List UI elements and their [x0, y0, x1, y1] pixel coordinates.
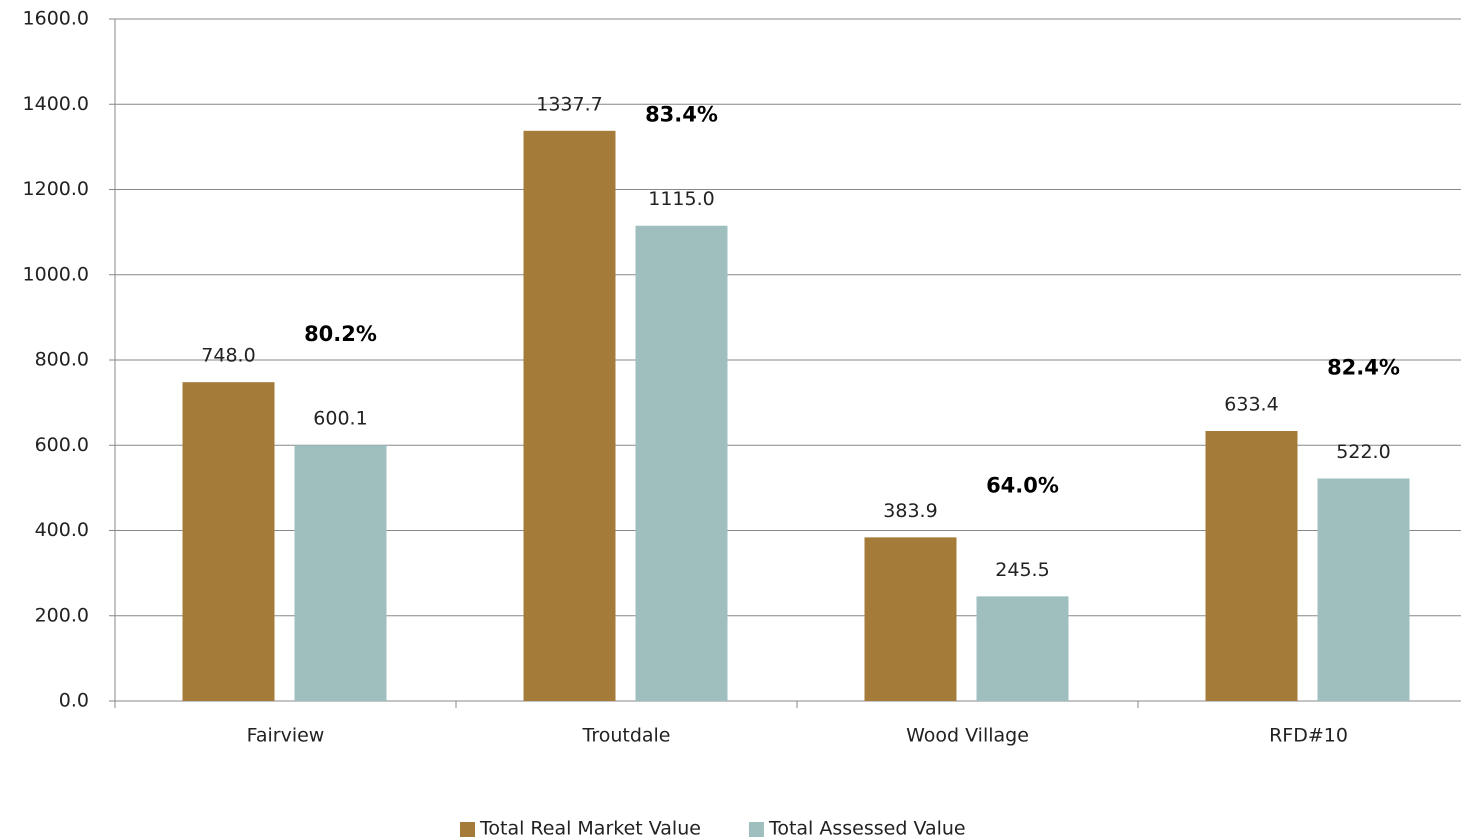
y-tick-label: 400.0	[35, 519, 89, 541]
bar	[976, 596, 1069, 701]
bar	[294, 445, 387, 701]
legend-label: Total Assessed Value	[768, 818, 966, 840]
bar	[523, 130, 616, 702]
ratio-label: 80.2%	[304, 322, 377, 346]
value-label: 1115.0	[648, 188, 714, 210]
bar	[1205, 431, 1298, 701]
bar	[864, 537, 957, 701]
y-tick-label: 1000.0	[23, 263, 89, 285]
ratio-label: 83.4%	[645, 103, 718, 127]
y-tick-label: 0.0	[59, 690, 89, 712]
value-label: 600.1	[313, 408, 367, 430]
value-label: 633.4	[1224, 394, 1278, 416]
ratio-label: 82.4%	[1327, 355, 1400, 379]
bar	[1317, 478, 1410, 701]
y-tick-label: 1600.0	[23, 8, 89, 30]
legend-label: Total Real Market Value	[479, 818, 701, 840]
x-tick-label: RFD#10	[1269, 725, 1348, 747]
x-tick-label: Fairview	[247, 725, 325, 747]
value-label: 383.9	[883, 500, 937, 522]
y-tick-label: 1400.0	[23, 93, 89, 115]
y-tick-label: 800.0	[35, 349, 89, 371]
x-tick-label: Wood Village	[906, 725, 1029, 747]
y-tick-label: 200.0	[35, 604, 89, 626]
value-label: 522.0	[1336, 441, 1390, 463]
legend-swatch	[460, 822, 475, 837]
value-label: 1337.7	[536, 93, 602, 115]
value-label: 245.5	[995, 559, 1049, 581]
bar	[635, 225, 728, 701]
legend-swatch	[748, 822, 764, 837]
ratio-label: 64.0%	[986, 473, 1059, 497]
y-tick-label: 1200.0	[23, 178, 89, 200]
bar	[182, 382, 275, 701]
y-tick-label: 600.0	[35, 434, 89, 456]
value-label: 748.0	[201, 345, 255, 367]
x-tick-label: Troutdale	[582, 725, 671, 747]
